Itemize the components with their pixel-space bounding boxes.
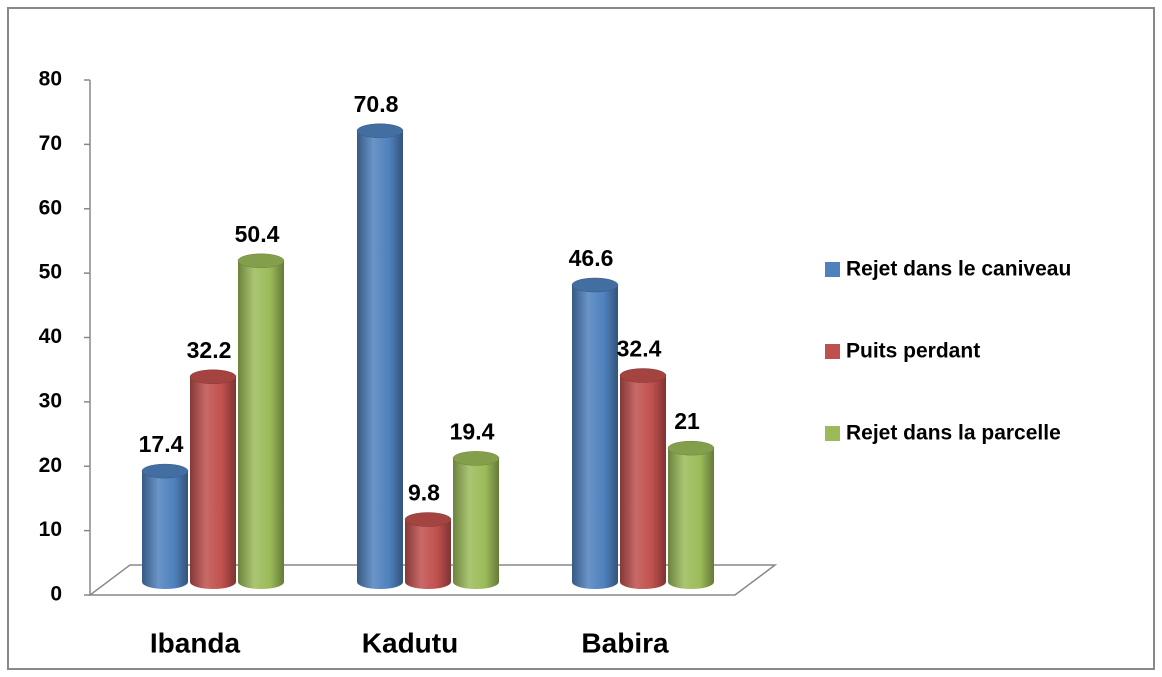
data-label: 17.4 bbox=[139, 431, 184, 457]
floor bbox=[87, 564, 778, 596]
data-label: 46.6 bbox=[569, 245, 614, 271]
bar bbox=[141, 463, 189, 589]
legend-swatch bbox=[825, 426, 840, 441]
bar bbox=[189, 369, 237, 589]
bar bbox=[404, 512, 452, 589]
data-label: 50.4 bbox=[235, 221, 280, 247]
data-label: 21 bbox=[674, 408, 700, 434]
bar bbox=[571, 277, 619, 589]
y-tick-label: 70 bbox=[39, 132, 62, 155]
legend-label: Rejet dans le caniveau bbox=[846, 258, 1071, 281]
legend-label: Puits perdant bbox=[846, 340, 980, 363]
x-tick-label: Babira bbox=[581, 627, 669, 658]
data-label: 9.8 bbox=[408, 480, 440, 506]
y-tick-label: 10 bbox=[39, 518, 62, 541]
y-tick-label: 80 bbox=[39, 68, 62, 91]
bar bbox=[619, 368, 667, 589]
data-label: 70.8 bbox=[354, 91, 399, 117]
legend-swatch bbox=[825, 262, 840, 277]
x-tick-label: Ibanda bbox=[150, 627, 241, 658]
y-tick-label: 30 bbox=[39, 389, 62, 412]
bar bbox=[452, 451, 500, 589]
y-tick-label: 50 bbox=[39, 261, 62, 284]
bar bbox=[237, 253, 285, 589]
y-tick-label: 20 bbox=[39, 454, 62, 477]
y-tick-label: 0 bbox=[50, 583, 62, 606]
y-tick-label: 60 bbox=[39, 196, 62, 219]
data-label: 19.4 bbox=[450, 418, 495, 444]
legend-swatch bbox=[825, 344, 840, 359]
legend-label: Rejet dans la parcelle bbox=[846, 422, 1061, 445]
bar bbox=[356, 123, 404, 589]
data-label: 32.2 bbox=[187, 337, 232, 363]
y-tick-label: 40 bbox=[39, 325, 62, 348]
data-label: 32.4 bbox=[617, 336, 662, 362]
x-tick-label: Kadutu bbox=[362, 627, 458, 658]
bar bbox=[667, 440, 715, 589]
